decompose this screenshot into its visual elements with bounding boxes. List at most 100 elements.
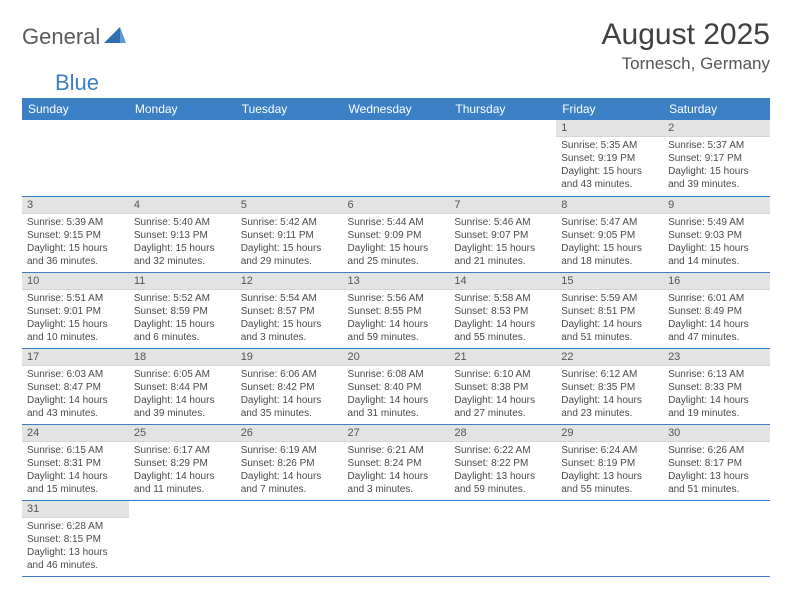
- calendar-cell-empty: [236, 120, 343, 196]
- day-number: 25: [129, 425, 236, 442]
- day-number: 15: [556, 273, 663, 290]
- day-details: Sunrise: 5:51 AMSunset: 9:01 PMDaylight:…: [22, 290, 129, 348]
- calendar-cell: 3Sunrise: 5:39 AMSunset: 9:15 PMDaylight…: [22, 196, 129, 272]
- daylight-text: Daylight: 13 hours and 46 minutes.: [27, 546, 124, 572]
- daylight-text: Daylight: 15 hours and 39 minutes.: [668, 165, 765, 191]
- daylight-text: Daylight: 15 hours and 36 minutes.: [27, 242, 124, 268]
- sunset-text: Sunset: 8:26 PM: [241, 457, 338, 470]
- day-details: Sunrise: 5:42 AMSunset: 9:11 PMDaylight:…: [236, 214, 343, 272]
- day-number: 28: [449, 425, 556, 442]
- day-details: Sunrise: 6:17 AMSunset: 8:29 PMDaylight:…: [129, 442, 236, 500]
- day-details: Sunrise: 5:40 AMSunset: 9:13 PMDaylight:…: [129, 214, 236, 272]
- day-details: Sunrise: 5:58 AMSunset: 8:53 PMDaylight:…: [449, 290, 556, 348]
- sunset-text: Sunset: 8:17 PM: [668, 457, 765, 470]
- calendar-table: SundayMondayTuesdayWednesdayThursdayFrid…: [22, 98, 770, 577]
- sunset-text: Sunset: 8:38 PM: [454, 381, 551, 394]
- weekday-header-row: SundayMondayTuesdayWednesdayThursdayFrid…: [22, 98, 770, 120]
- weekday-header: Friday: [556, 98, 663, 120]
- day-number: 22: [556, 349, 663, 366]
- sunset-text: Sunset: 9:11 PM: [241, 229, 338, 242]
- sunrise-text: Sunrise: 5:37 AM: [668, 139, 765, 152]
- sunset-text: Sunset: 8:42 PM: [241, 381, 338, 394]
- sunset-text: Sunset: 8:51 PM: [561, 305, 658, 318]
- sunrise-text: Sunrise: 6:01 AM: [668, 292, 765, 305]
- calendar-cell: 30Sunrise: 6:26 AMSunset: 8:17 PMDayligh…: [663, 424, 770, 500]
- day-number: 27: [343, 425, 450, 442]
- calendar-cell: 21Sunrise: 6:10 AMSunset: 8:38 PMDayligh…: [449, 348, 556, 424]
- day-details: Sunrise: 6:28 AMSunset: 8:15 PMDaylight:…: [22, 518, 129, 576]
- sunrise-text: Sunrise: 6:22 AM: [454, 444, 551, 457]
- daylight-text: Daylight: 14 hours and 23 minutes.: [561, 394, 658, 420]
- sunset-text: Sunset: 8:19 PM: [561, 457, 658, 470]
- day-number: 23: [663, 349, 770, 366]
- sunset-text: Sunset: 8:59 PM: [134, 305, 231, 318]
- sunrise-text: Sunrise: 6:21 AM: [348, 444, 445, 457]
- sunset-text: Sunset: 9:17 PM: [668, 152, 765, 165]
- day-number: 11: [129, 273, 236, 290]
- calendar-cell-empty: [22, 120, 129, 196]
- calendar-cell: 19Sunrise: 6:06 AMSunset: 8:42 PMDayligh…: [236, 348, 343, 424]
- daylight-text: Daylight: 14 hours and 27 minutes.: [454, 394, 551, 420]
- calendar-cell: 9Sunrise: 5:49 AMSunset: 9:03 PMDaylight…: [663, 196, 770, 272]
- header: General August 2025 Tornesch, Germany: [22, 18, 770, 74]
- day-number: 31: [22, 501, 129, 518]
- sunset-text: Sunset: 9:01 PM: [27, 305, 124, 318]
- sunset-text: Sunset: 8:47 PM: [27, 381, 124, 394]
- sunrise-text: Sunrise: 6:03 AM: [27, 368, 124, 381]
- day-number: 26: [236, 425, 343, 442]
- day-details: Sunrise: 6:13 AMSunset: 8:33 PMDaylight:…: [663, 366, 770, 424]
- calendar-cell-empty: [343, 500, 450, 576]
- month-title: August 2025: [602, 18, 770, 52]
- calendar-cell: 26Sunrise: 6:19 AMSunset: 8:26 PMDayligh…: [236, 424, 343, 500]
- calendar-cell: 7Sunrise: 5:46 AMSunset: 9:07 PMDaylight…: [449, 196, 556, 272]
- calendar-cell-empty: [236, 500, 343, 576]
- sunset-text: Sunset: 8:33 PM: [668, 381, 765, 394]
- day-details: Sunrise: 6:21 AMSunset: 8:24 PMDaylight:…: [343, 442, 450, 500]
- sunrise-text: Sunrise: 5:35 AM: [561, 139, 658, 152]
- day-number: 19: [236, 349, 343, 366]
- daylight-text: Daylight: 13 hours and 55 minutes.: [561, 470, 658, 496]
- day-number: 30: [663, 425, 770, 442]
- daylight-text: Daylight: 14 hours and 55 minutes.: [454, 318, 551, 344]
- calendar-cell: 23Sunrise: 6:13 AMSunset: 8:33 PMDayligh…: [663, 348, 770, 424]
- day-number: 20: [343, 349, 450, 366]
- weekday-header: Wednesday: [343, 98, 450, 120]
- sunrise-text: Sunrise: 5:44 AM: [348, 216, 445, 229]
- day-number: 21: [449, 349, 556, 366]
- calendar-cell: 11Sunrise: 5:52 AMSunset: 8:59 PMDayligh…: [129, 272, 236, 348]
- sunrise-text: Sunrise: 5:51 AM: [27, 292, 124, 305]
- sunrise-text: Sunrise: 5:56 AM: [348, 292, 445, 305]
- sunrise-text: Sunrise: 6:17 AM: [134, 444, 231, 457]
- sunrise-text: Sunrise: 6:08 AM: [348, 368, 445, 381]
- daylight-text: Daylight: 14 hours and 3 minutes.: [348, 470, 445, 496]
- day-details: Sunrise: 6:24 AMSunset: 8:19 PMDaylight:…: [556, 442, 663, 500]
- calendar-week-row: 17Sunrise: 6:03 AMSunset: 8:47 PMDayligh…: [22, 348, 770, 424]
- calendar-cell: 25Sunrise: 6:17 AMSunset: 8:29 PMDayligh…: [129, 424, 236, 500]
- daylight-text: Daylight: 14 hours and 47 minutes.: [668, 318, 765, 344]
- calendar-cell: 4Sunrise: 5:40 AMSunset: 9:13 PMDaylight…: [129, 196, 236, 272]
- sunset-text: Sunset: 8:22 PM: [454, 457, 551, 470]
- sunrise-text: Sunrise: 5:47 AM: [561, 216, 658, 229]
- calendar-cell: 10Sunrise: 5:51 AMSunset: 9:01 PMDayligh…: [22, 272, 129, 348]
- sunrise-text: Sunrise: 6:26 AM: [668, 444, 765, 457]
- calendar-cell: 15Sunrise: 5:59 AMSunset: 8:51 PMDayligh…: [556, 272, 663, 348]
- sunset-text: Sunset: 9:03 PM: [668, 229, 765, 242]
- sunset-text: Sunset: 8:53 PM: [454, 305, 551, 318]
- logo-text-blue: Blue: [55, 70, 792, 96]
- day-number: 18: [129, 349, 236, 366]
- calendar-cell: 24Sunrise: 6:15 AMSunset: 8:31 PMDayligh…: [22, 424, 129, 500]
- day-number: 13: [343, 273, 450, 290]
- logo-text-general: General: [22, 24, 100, 50]
- calendar-cell-empty: [449, 500, 556, 576]
- day-details: Sunrise: 6:26 AMSunset: 8:17 PMDaylight:…: [663, 442, 770, 500]
- calendar-cell-empty: [556, 500, 663, 576]
- day-details: Sunrise: 6:12 AMSunset: 8:35 PMDaylight:…: [556, 366, 663, 424]
- calendar-cell-empty: [343, 120, 450, 196]
- daylight-text: Daylight: 15 hours and 14 minutes.: [668, 242, 765, 268]
- daylight-text: Daylight: 14 hours and 19 minutes.: [668, 394, 765, 420]
- weekday-header: Saturday: [663, 98, 770, 120]
- day-number: 1: [556, 120, 663, 137]
- sunrise-text: Sunrise: 5:58 AM: [454, 292, 551, 305]
- day-details: Sunrise: 6:01 AMSunset: 8:49 PMDaylight:…: [663, 290, 770, 348]
- day-number: 8: [556, 197, 663, 214]
